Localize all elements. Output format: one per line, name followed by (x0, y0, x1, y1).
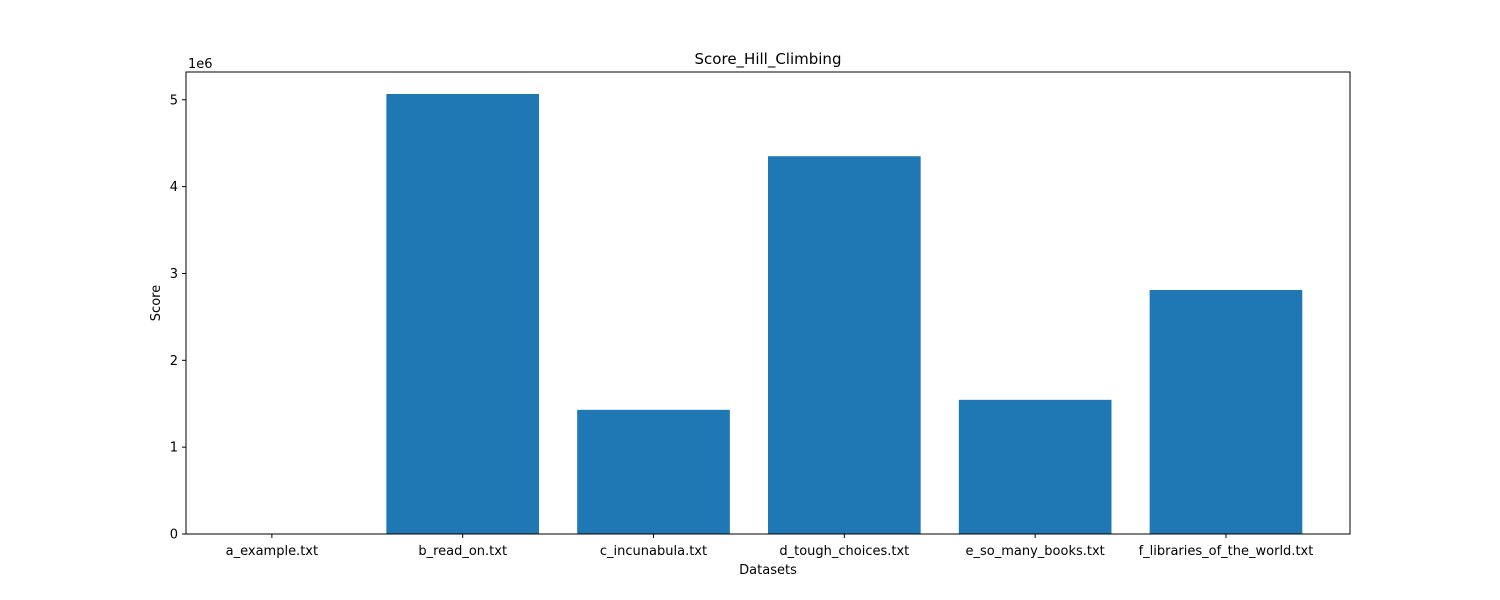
bar-e-so-many-books-txt (958, 399, 1112, 534)
x-tick-label: e_so_many_books.txt (966, 544, 1105, 559)
y-tick-label: 0 (170, 528, 178, 543)
chart-title: Score_Hill_Climbing (695, 50, 842, 69)
y-tick-label: 5 (170, 93, 178, 108)
x-tick-label: d_tough_choices.txt (779, 544, 909, 559)
y-axis-offset-label: 1e6 (188, 57, 213, 72)
x-tick-label: f_libraries_of_the_world.txt (1139, 544, 1314, 559)
bar-b-read-on-txt (386, 93, 540, 534)
y-tick-label: 1 (170, 441, 178, 456)
x-tick-label: c_incunabula.txt (600, 544, 707, 559)
x-tick-label: a_example.txt (226, 544, 318, 559)
bar-c-incunabula-txt (577, 409, 730, 534)
y-tick-label: 2 (170, 354, 178, 369)
bars-group (386, 93, 1303, 535)
x-axis-label: Datasets (739, 563, 797, 578)
y-axis-label: Score (149, 285, 164, 321)
bar-f-libraries-of-the-world-txt (1149, 289, 1303, 534)
plot-frame (185, 71, 1351, 535)
y-ticks-group: 0 1 2 3 4 5 (170, 93, 186, 543)
x-tick-label: b_read_on.txt (418, 544, 507, 559)
x-ticks-group: a_example.txt b_read_on.txt c_incunabula.t… (226, 534, 1314, 559)
y-tick-label: 3 (170, 267, 178, 282)
y-tick-label: 4 (170, 180, 178, 195)
bar-d-tough-choices-txt (768, 156, 921, 535)
